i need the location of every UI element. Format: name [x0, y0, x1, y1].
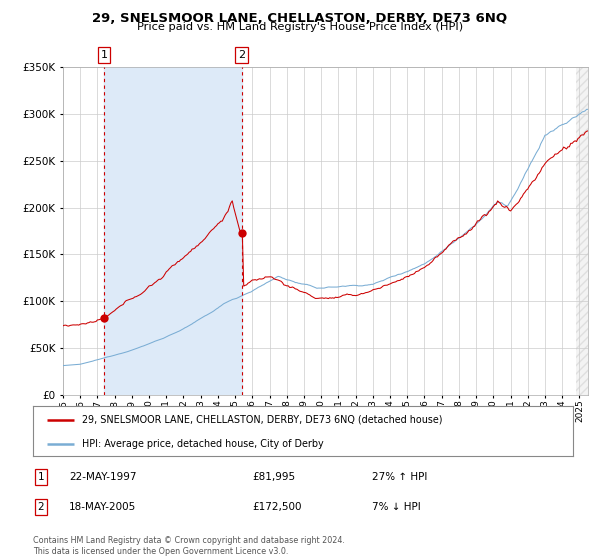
- Text: 22-MAY-1997: 22-MAY-1997: [69, 472, 137, 482]
- Text: This data is licensed under the Open Government Licence v3.0.: This data is licensed under the Open Gov…: [33, 547, 289, 556]
- Text: 7% ↓ HPI: 7% ↓ HPI: [372, 502, 421, 512]
- Text: £172,500: £172,500: [252, 502, 302, 512]
- Text: 29, SNELSMOOR LANE, CHELLASTON, DERBY, DE73 6NQ (detached house): 29, SNELSMOOR LANE, CHELLASTON, DERBY, D…: [82, 414, 442, 424]
- Text: 2: 2: [238, 50, 245, 60]
- Text: 2: 2: [37, 502, 44, 512]
- Text: Contains HM Land Registry data © Crown copyright and database right 2024.: Contains HM Land Registry data © Crown c…: [33, 536, 345, 545]
- Text: 27% ↑ HPI: 27% ↑ HPI: [372, 472, 427, 482]
- Text: HPI: Average price, detached house, City of Derby: HPI: Average price, detached house, City…: [82, 439, 323, 449]
- Text: 1: 1: [37, 472, 44, 482]
- Text: Price paid vs. HM Land Registry's House Price Index (HPI): Price paid vs. HM Land Registry's House …: [137, 22, 463, 32]
- Text: 29, SNELSMOOR LANE, CHELLASTON, DERBY, DE73 6NQ: 29, SNELSMOOR LANE, CHELLASTON, DERBY, D…: [92, 12, 508, 25]
- Text: 18-MAY-2005: 18-MAY-2005: [69, 502, 136, 512]
- Polygon shape: [576, 67, 588, 395]
- Text: 1: 1: [100, 50, 107, 60]
- Bar: [104, 67, 242, 395]
- Text: £81,995: £81,995: [252, 472, 295, 482]
